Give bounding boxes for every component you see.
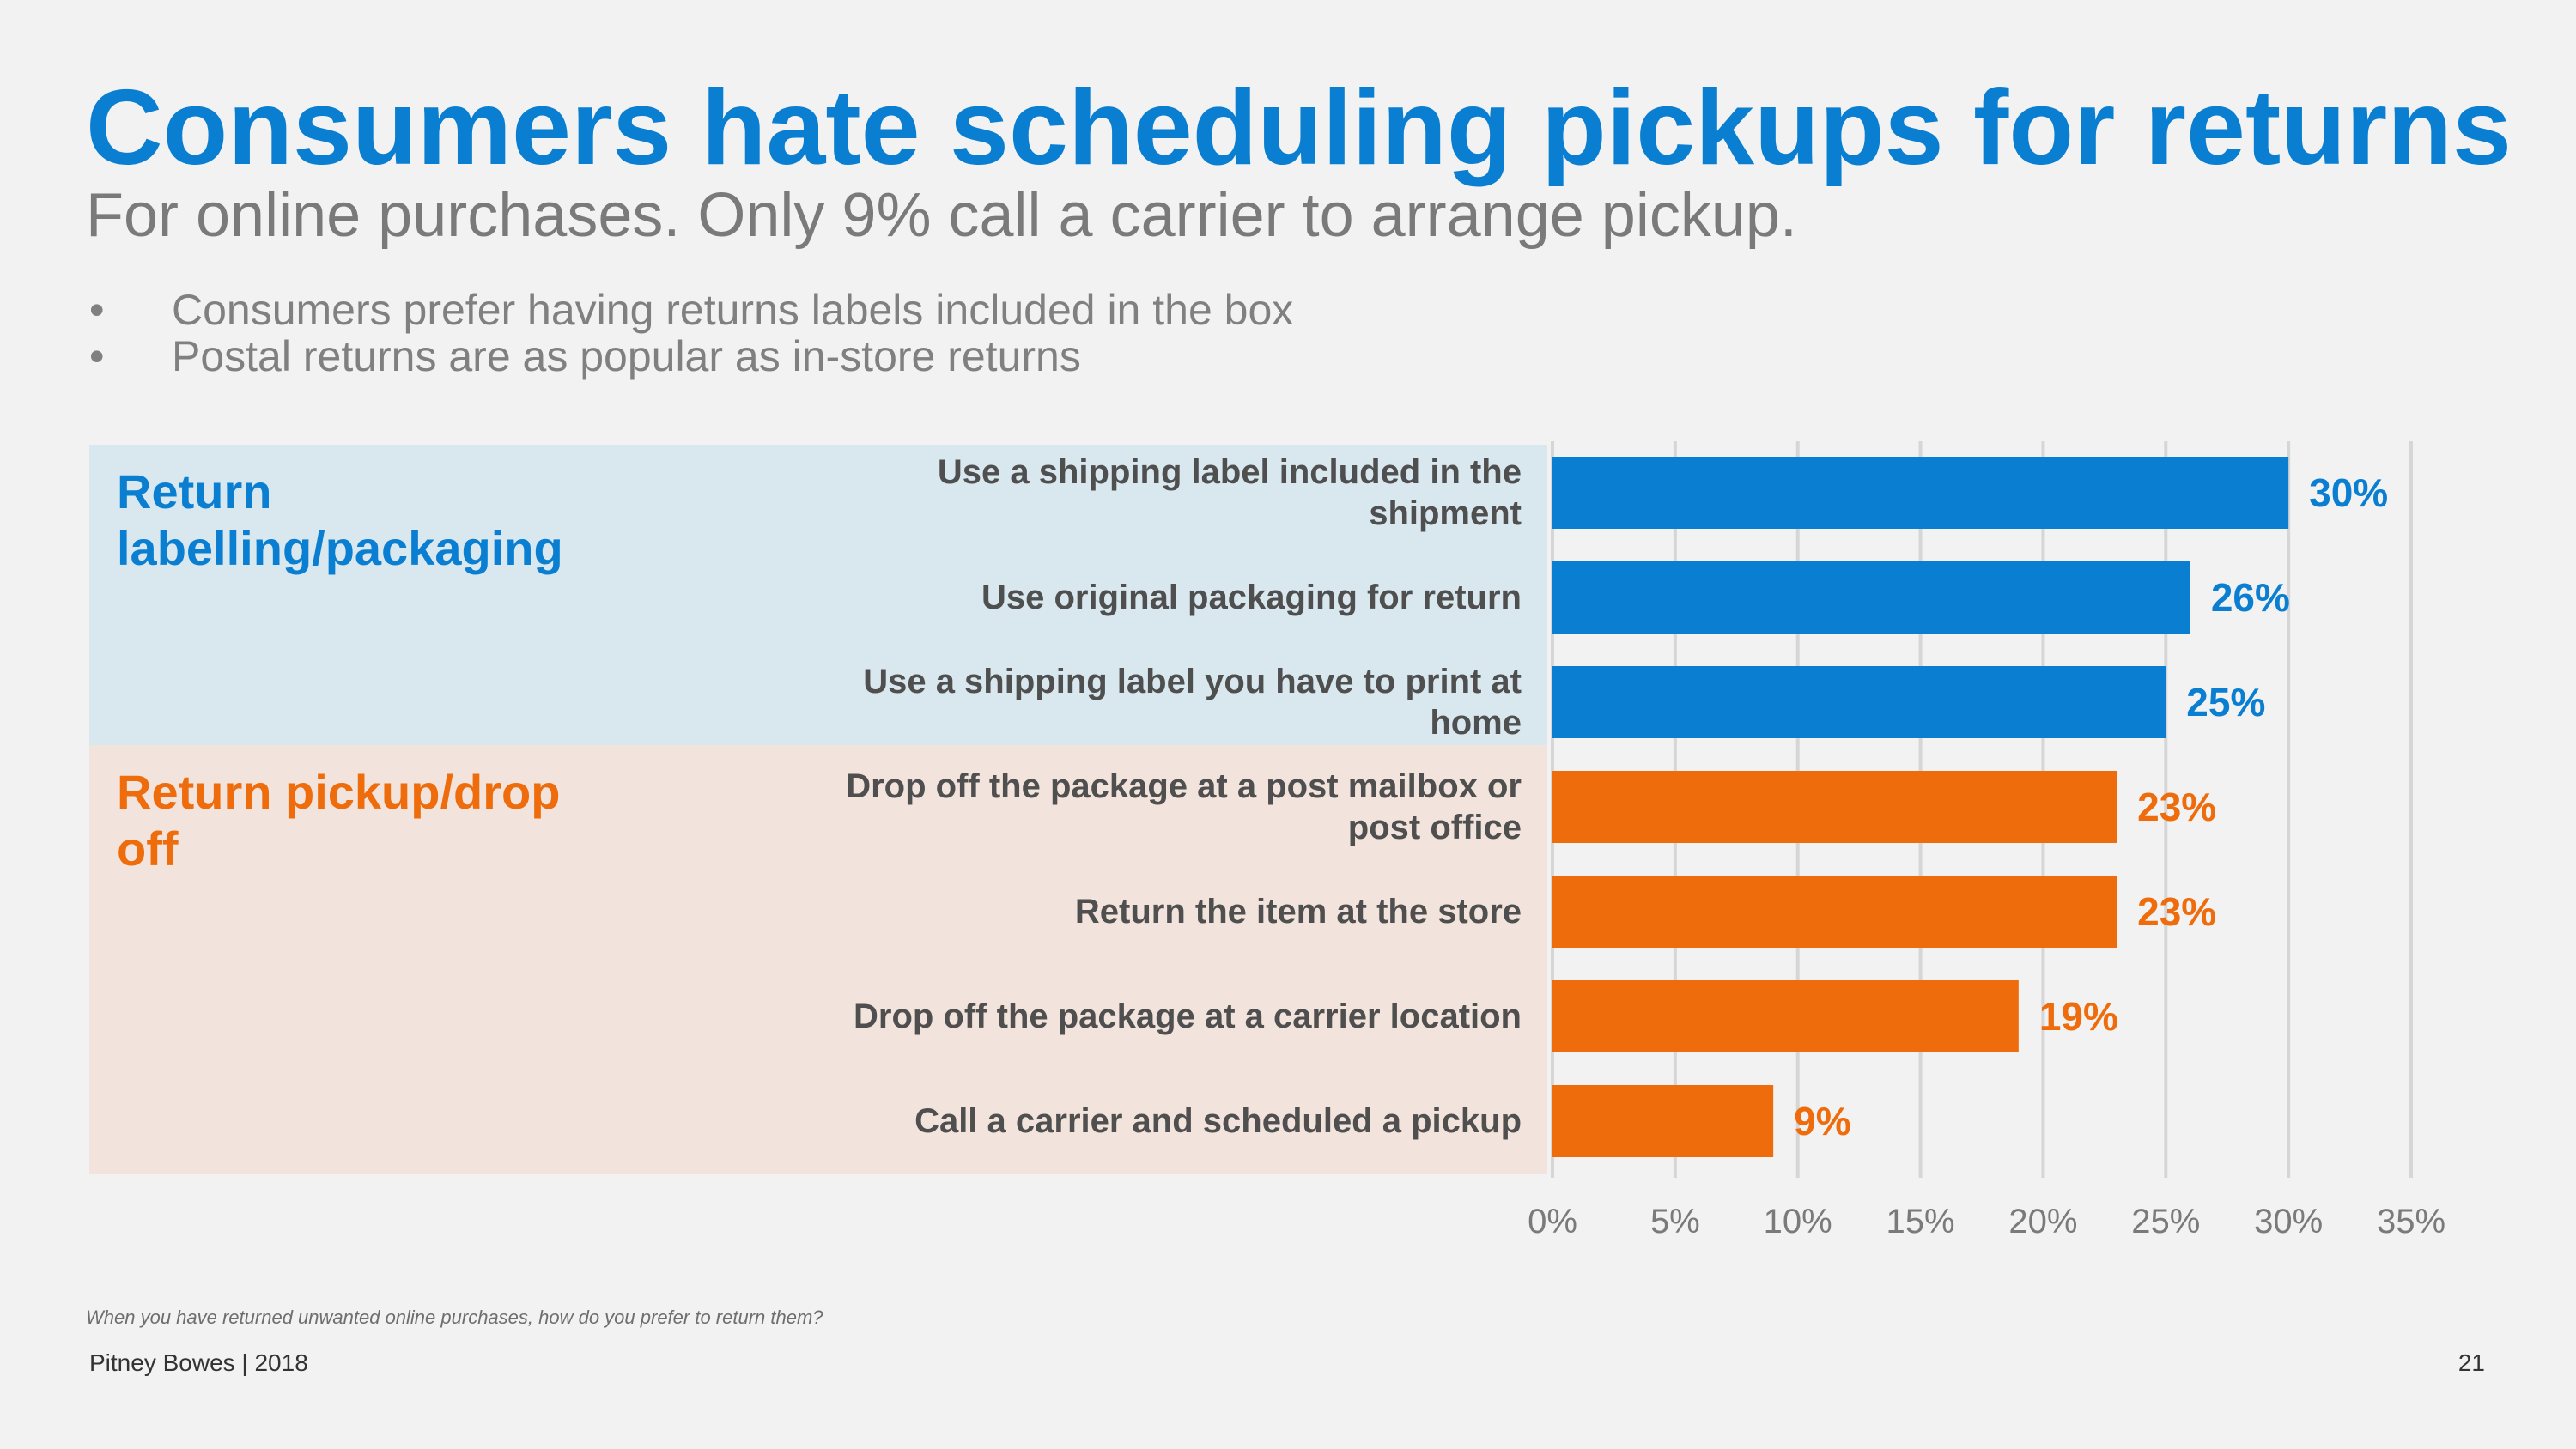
bar — [1552, 876, 2117, 948]
bar — [1552, 666, 2166, 738]
data-label: 19% — [2039, 994, 2118, 1039]
category-label-line: Use original packaging for return — [981, 579, 1522, 616]
bullet-item: • Consumers prefer having returns labels … — [86, 287, 1293, 333]
category-label: Use original packaging for return — [749, 577, 1522, 618]
x-tick-label: 0% — [1528, 1203, 1577, 1240]
category-label-line: Use a shipping label you have to print a… — [863, 663, 1522, 700]
category-label: Drop off the package at a post mailbox o… — [749, 766, 1522, 848]
data-label: 9% — [1794, 1099, 1850, 1143]
category-label-line: Use a shipping label included in the — [937, 453, 1522, 491]
category-label-line: Call a carrier and scheduled a pickup — [914, 1102, 1522, 1140]
slide-subtitle: For online purchases. Only 9% call a car… — [86, 181, 1797, 250]
bar — [1552, 1085, 1774, 1157]
bar — [1552, 561, 2190, 634]
group-label-labelling: Return labelling/packaging — [117, 464, 563, 575]
group-label-pickup: Return pickup/drop off — [117, 765, 561, 876]
category-label: Call a carrier and scheduled a pickup — [749, 1100, 1522, 1142]
category-label-line: Drop off the package at a post mailbox o… — [846, 767, 1522, 805]
group-band-pickup — [89, 745, 1547, 1174]
x-tick-label: 10% — [1764, 1203, 1832, 1240]
bar — [1552, 457, 2289, 529]
bullet-dot: • — [89, 286, 105, 334]
page-number: 21 — [2458, 1349, 2485, 1376]
group-band-labelling — [89, 445, 1547, 745]
category-label-line: Return the item at the store — [1074, 893, 1522, 931]
x-tick-label: 20% — [2008, 1203, 2077, 1240]
category-label-line: post office — [1347, 809, 1522, 846]
x-tick-label: 30% — [2254, 1203, 2323, 1240]
category-label: Use a shipping label you have to print a… — [749, 661, 1522, 743]
category-label-line: Drop off the package at a carrier locati… — [854, 997, 1522, 1035]
bullet-list: • Consumers prefer having returns labels … — [86, 287, 1293, 379]
data-label: 26% — [2211, 575, 2290, 620]
x-tick-label: 15% — [1886, 1203, 1955, 1240]
footer-source: Pitney Bowes | 2018 — [89, 1349, 308, 1376]
category-label: Return the item at the store — [749, 891, 1522, 932]
category-label-line: home — [1430, 704, 1522, 742]
bar — [1552, 771, 2117, 843]
data-label: 23% — [2137, 785, 2216, 829]
data-label: 30% — [2309, 470, 2388, 515]
x-tick-label: 25% — [2131, 1203, 2200, 1240]
data-label: 23% — [2137, 889, 2216, 934]
bullet-item: • Postal returns are as popular as in-sto… — [86, 333, 1293, 379]
category-label: Drop off the package at a carrier locati… — [749, 996, 1522, 1037]
bar — [1552, 980, 2019, 1052]
bullet-text: Consumers prefer having returns labels i… — [172, 286, 1294, 334]
survey-question-footnote: When you have returned unwanted online p… — [86, 1307, 823, 1328]
slide-title: Consumers hate scheduling pickups for re… — [86, 69, 2512, 187]
category-label: Use a shipping label included in the ship… — [749, 452, 1522, 534]
x-tick-label: 5% — [1650, 1203, 1700, 1240]
data-label: 25% — [2186, 680, 2265, 724]
bullet-dot: • — [89, 332, 105, 380]
bullet-text: Postal returns are as popular as in-stor… — [172, 332, 1081, 380]
category-label-line: shipment — [1369, 494, 1522, 532]
x-tick-label: 35% — [2377, 1203, 2445, 1240]
